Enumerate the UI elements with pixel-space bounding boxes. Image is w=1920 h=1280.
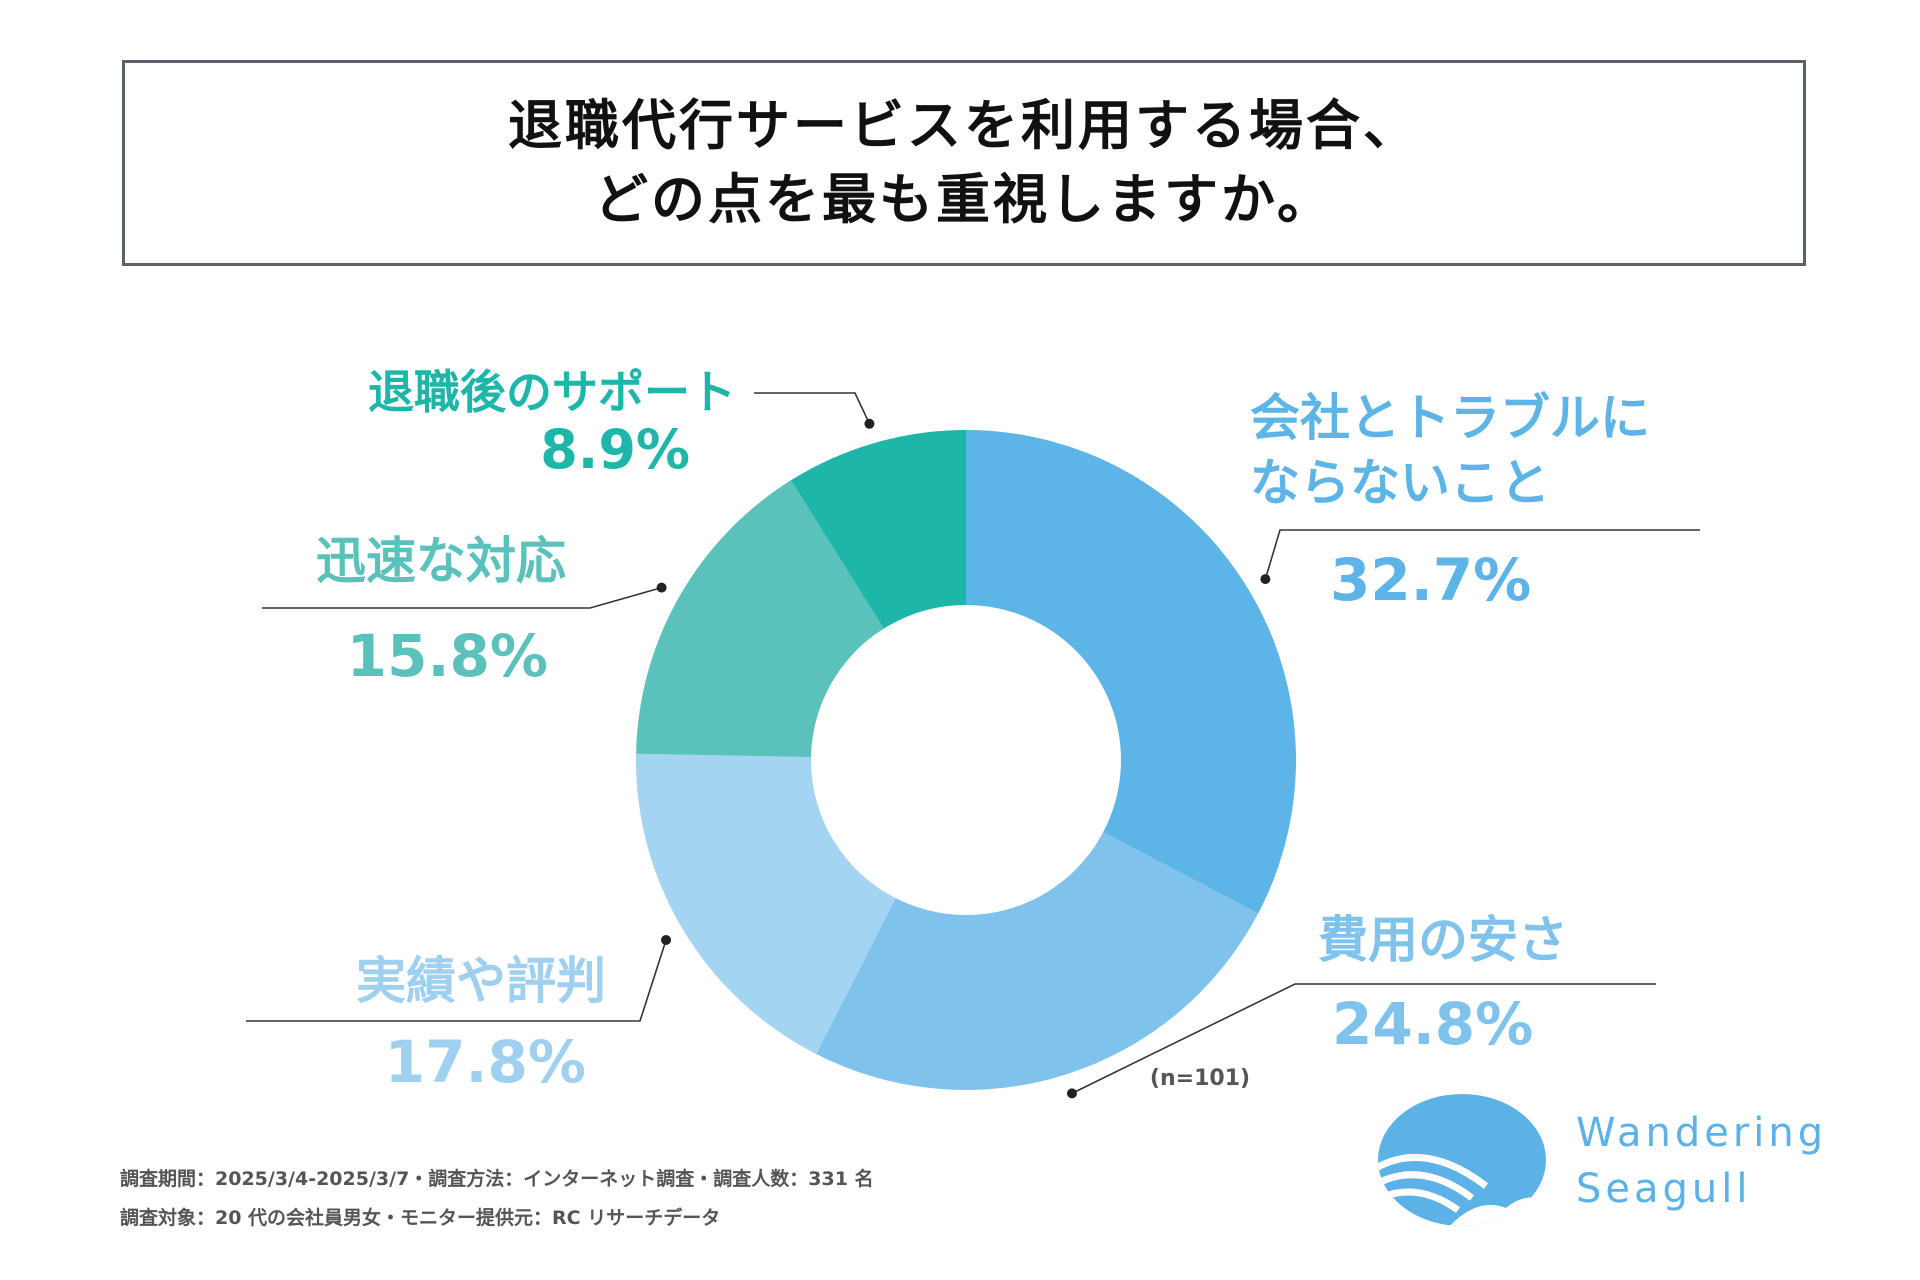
logo-text-seagull: Seagull (1576, 1166, 1752, 1212)
leader-dot-5 (864, 418, 875, 429)
survey-info-line-2: 調査対象：20 代の会社員男女・モニター提供元：RC リサーチデータ (120, 1207, 721, 1229)
leader-line-1 (1264, 529, 1700, 580)
slice-value-2: 24.8% (1332, 990, 1533, 1058)
leader-line-4 (262, 586, 662, 609)
title-box: 退職代行サービスを利用する場合、 どの点を最も重視しますか。 (122, 60, 1806, 266)
slice-label-2: 費用の安さ (1318, 911, 1568, 969)
leader-dot-1 (1260, 574, 1271, 585)
slice-label-4: 迅速な対応 (316, 532, 566, 590)
survey-info-line-1: 調査期間：2025/3/4-2025/3/7・調査方法：インターネット調査・調査… (120, 1168, 874, 1190)
chart-title-line-1: 退職代行サービスを利用する場合、 (508, 94, 1420, 157)
slice-value-4: 15.8% (347, 622, 548, 690)
leader-line-5 (754, 392, 871, 425)
donut-slice-4 (636, 480, 884, 758)
donut-slice-1 (966, 430, 1296, 914)
donut-slice-3 (636, 753, 896, 1055)
slice-label-1-line-2: ならないこと (1250, 454, 1550, 512)
slice-value-3: 17.8% (385, 1028, 586, 1096)
slice-label-5: 退職後のサポート (368, 365, 736, 419)
slice-label-1: 会社とトラブルに (1250, 389, 1650, 447)
seagull-logo-icon (1378, 1094, 1546, 1226)
leader-dot-4 (656, 582, 667, 593)
leader-dot-2 (1067, 1088, 1078, 1099)
donut-slice-2 (816, 832, 1259, 1090)
slice-label-3: 実績や評判 (356, 952, 606, 1010)
sample-size-note: (n=101) (1150, 1066, 1250, 1091)
slice-value-1: 32.7% (1330, 546, 1531, 614)
donut-slice-5 (790, 430, 966, 629)
chart-title-line-2: どの点を最も重視しますか。 (594, 168, 1334, 231)
logo-text-wandering: Wandering (1576, 1110, 1828, 1156)
slice-value-5: 8.9% (540, 418, 690, 481)
leader-line-2 (1071, 983, 1656, 1095)
leader-dot-3 (661, 934, 672, 945)
leader-line-3 (246, 939, 667, 1022)
